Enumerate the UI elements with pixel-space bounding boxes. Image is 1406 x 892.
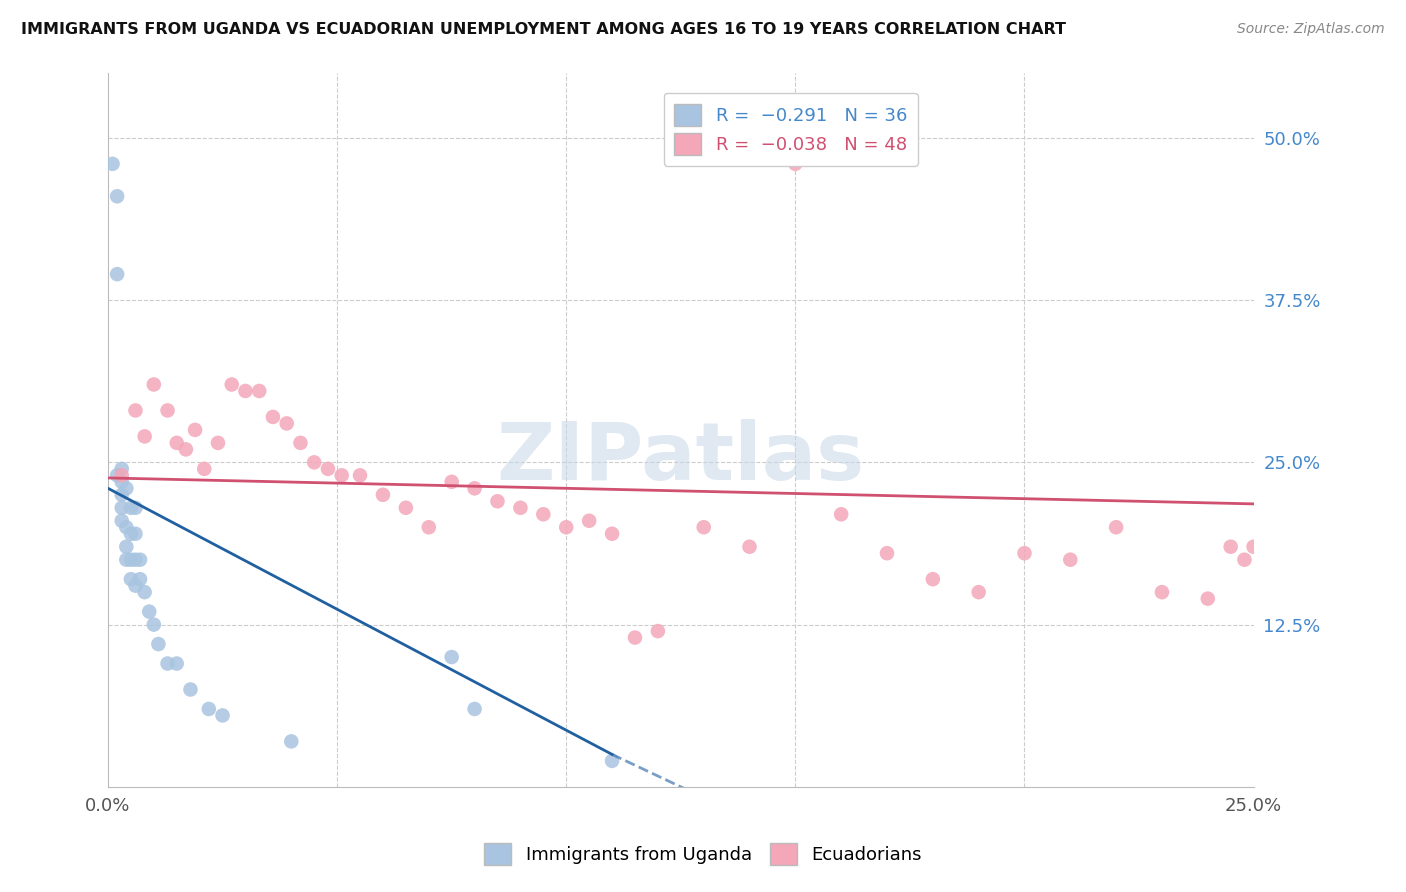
Point [156, 657, 179, 671]
Point [738, 540, 761, 554]
Point [464, 702, 486, 716]
Point [509, 500, 531, 515]
Point [142, 617, 165, 632]
Point [111, 488, 134, 502]
Point [486, 494, 509, 508]
Point [785, 157, 807, 171]
Point [349, 468, 371, 483]
Point [440, 475, 463, 489]
Point [555, 520, 578, 534]
Point [134, 429, 156, 443]
Point [1014, 546, 1036, 560]
Point [830, 508, 852, 522]
Point [120, 572, 142, 586]
Point [418, 520, 440, 534]
Point [1059, 552, 1081, 566]
Text: ZIPatlas: ZIPatlas [496, 419, 865, 498]
Point [316, 462, 339, 476]
Point [198, 702, 221, 716]
Point [124, 526, 146, 541]
Point [124, 552, 146, 566]
Point [148, 637, 170, 651]
Point [578, 514, 600, 528]
Point [624, 631, 647, 645]
Point [111, 468, 134, 483]
Point [235, 384, 257, 398]
Point [193, 462, 215, 476]
Legend: Immigrants from Uganda, Ecuadorians: Immigrants from Uganda, Ecuadorians [477, 836, 929, 872]
Point [1105, 520, 1128, 534]
Point [166, 657, 188, 671]
Point [120, 552, 142, 566]
Point [115, 552, 138, 566]
Point [138, 605, 160, 619]
Point [921, 572, 943, 586]
Point [207, 436, 229, 450]
Point [290, 436, 312, 450]
Point [1219, 540, 1241, 554]
Point [105, 189, 128, 203]
Point [179, 682, 201, 697]
Point [464, 481, 486, 495]
Point [531, 508, 554, 522]
Point [302, 455, 325, 469]
Point [184, 423, 207, 437]
Point [967, 585, 990, 599]
Point [124, 579, 146, 593]
Point [120, 526, 142, 541]
Point [166, 436, 188, 450]
Point [115, 540, 138, 554]
Point [876, 546, 898, 560]
Point [247, 384, 270, 398]
Point [1150, 585, 1173, 599]
Point [600, 526, 623, 541]
Text: IMMIGRANTS FROM UGANDA VS ECUADORIAN UNEMPLOYMENT AMONG AGES 16 TO 19 YEARS CORR: IMMIGRANTS FROM UGANDA VS ECUADORIAN UNE… [21, 22, 1066, 37]
Point [129, 572, 152, 586]
Point [440, 650, 463, 665]
Point [693, 520, 716, 534]
Legend: R =  −0.291   N = 36, R =  −0.038   N = 48: R = −0.291 N = 36, R = −0.038 N = 48 [664, 93, 918, 166]
Point [1243, 540, 1265, 554]
Point [142, 377, 165, 392]
Point [111, 475, 134, 489]
Point [115, 520, 138, 534]
Point [276, 417, 298, 431]
Point [211, 708, 233, 723]
Point [1197, 591, 1219, 606]
Point [280, 734, 302, 748]
Point [111, 500, 134, 515]
Point [105, 267, 128, 281]
Point [600, 754, 623, 768]
Point [129, 552, 152, 566]
Point [156, 403, 179, 417]
Point [120, 500, 142, 515]
Point [115, 481, 138, 495]
Point [647, 624, 669, 638]
Point [105, 468, 128, 483]
Point [330, 468, 353, 483]
Point [371, 488, 394, 502]
Point [1233, 552, 1256, 566]
Point [124, 500, 146, 515]
Point [395, 500, 418, 515]
Text: Source: ZipAtlas.com: Source: ZipAtlas.com [1237, 22, 1385, 37]
Point [134, 585, 156, 599]
Point [101, 157, 124, 171]
Point [221, 377, 243, 392]
Point [111, 514, 134, 528]
Point [174, 442, 197, 457]
Point [262, 409, 284, 424]
Point [124, 403, 146, 417]
Point [111, 462, 134, 476]
